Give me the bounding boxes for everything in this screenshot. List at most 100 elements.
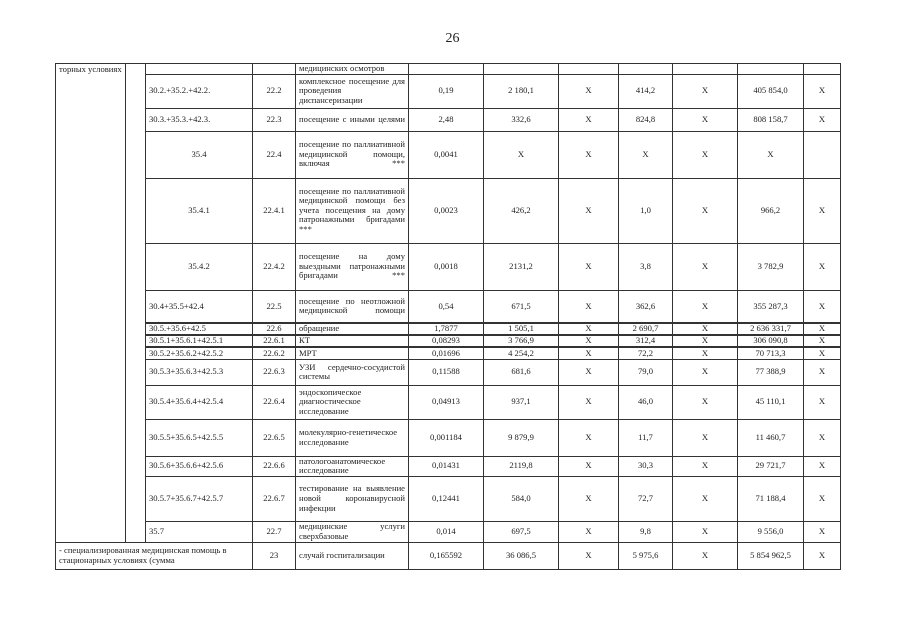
table-row: 30.5.6+35.6.6+42.5.6 22.6.6 патологоанатом… — [56, 455, 841, 477]
code-cell — [145, 63, 253, 75]
description-cell: молекулярно-генетическое исследование — [295, 418, 409, 457]
table-row: 30.4+35.5+42.4 22.5 посещение по неотложно… — [56, 289, 841, 324]
description-cell: эндоскопическое диагностическое исследов… — [295, 384, 409, 420]
value-cell: X — [803, 322, 841, 336]
number-cell: 22.6.1 — [252, 334, 296, 348]
value-cell: 0,01696 — [408, 346, 484, 360]
number-cell: 23 — [252, 541, 296, 570]
value-cell: X — [672, 541, 738, 570]
value-cell: 1,7877 — [408, 322, 484, 336]
table-row: 30.5.5+35.6.5+42.5.5 22.6.5 молекулярно-ге… — [56, 418, 841, 457]
number-cell: 22.7 — [252, 520, 296, 543]
table-row: 30.5.4+35.6.4+42.5.4 22.6.4 эндоскопическо… — [56, 384, 841, 420]
number-cell: 22.6.4 — [252, 384, 296, 420]
value-cell: 11,7 — [618, 418, 673, 457]
value-cell: X — [672, 107, 738, 132]
value-cell: X — [618, 130, 673, 179]
description-cell: посещение на дому выездными патронажными… — [295, 242, 409, 291]
value-cell: 306 090,8 — [737, 334, 804, 348]
number-cell — [252, 63, 296, 75]
description-cell: посещение по паллиативной медицинской по… — [295, 177, 409, 244]
value-cell: 0,11588 — [408, 358, 484, 386]
value-cell: 966,2 — [737, 177, 804, 244]
table-row: торных условиях медицинских осмотров — [55, 63, 841, 543]
value-cell: X — [803, 358, 841, 386]
value-cell: X — [672, 334, 738, 348]
value-cell: 426,2 — [483, 177, 559, 244]
value-cell: 77 388,9 — [737, 358, 804, 386]
value-cell: X — [558, 455, 619, 477]
description-cell: патологоанатомическое исследование — [295, 455, 409, 477]
description-cell: посещение по паллиативной медицинской по… — [295, 130, 409, 179]
number-cell: 22.2 — [252, 73, 296, 109]
value-cell — [737, 63, 804, 75]
number-cell: 22.6.5 — [252, 418, 296, 457]
value-cell: 9 879,9 — [483, 418, 559, 457]
value-cell: 70 713,3 — [737, 346, 804, 360]
value-cell: 5 975,6 — [618, 541, 673, 570]
number-cell: 22.6.6 — [252, 455, 296, 477]
value-cell: X — [558, 475, 619, 522]
value-cell: X — [737, 130, 804, 179]
code-cell: 30.5.6+35.6.6+42.5.6 — [145, 455, 253, 477]
value-cell: 9 556,0 — [737, 520, 804, 543]
code-cell: 30.5.2+35.6.2+42.5.2 — [145, 346, 253, 360]
value-cell: 414,2 — [618, 73, 673, 109]
value-cell: 2,48 — [408, 107, 484, 132]
table-row: 30.3.+35.3.+42.3. 22.3 посещение с иными ц… — [56, 107, 841, 132]
code-cell: 30.5.1+35.6.1+42.5.1 — [145, 334, 253, 348]
code-cell: 35.4.1 — [145, 177, 253, 244]
value-cell: 2 180,1 — [483, 73, 559, 109]
page-number: 26 — [445, 31, 460, 46]
table-row: 30.5.2+35.6.2+42.5.2 22.6.2 МРТ 0,01696 4 25… — [55, 346, 841, 360]
value-cell: X — [672, 242, 738, 291]
value-cell — [672, 63, 738, 75]
code-cell: 30.4+35.5+42.4 — [145, 289, 253, 324]
value-cell: 72,2 — [618, 346, 673, 360]
value-cell: 2119,8 — [483, 455, 559, 477]
value-cell: X — [558, 322, 619, 336]
value-cell: X — [803, 384, 841, 420]
value-cell: 5 854 962,5 — [737, 541, 804, 570]
value-cell: 0,165592 — [408, 541, 484, 570]
value-cell — [408, 63, 484, 75]
value-cell: 72,7 — [618, 475, 673, 522]
code-cell: 30.5.4+35.6.4+42.5.4 — [145, 384, 253, 420]
value-cell: X — [803, 177, 841, 244]
value-cell — [558, 63, 619, 75]
value-cell: 30,3 — [618, 455, 673, 477]
value-cell: 3,8 — [618, 242, 673, 291]
value-cell: X — [558, 418, 619, 457]
value-cell: 2131,2 — [483, 242, 559, 291]
value-cell: X — [558, 384, 619, 420]
number-cell: 22.3 — [252, 107, 296, 132]
number-cell: 22.6 — [252, 322, 296, 336]
value-cell: 0,12441 — [408, 475, 484, 522]
value-cell: 45 110,1 — [737, 384, 804, 420]
value-cell: 584,0 — [483, 475, 559, 522]
value-cell: 681,6 — [483, 358, 559, 386]
description-cell: обращение — [295, 322, 409, 336]
table-row: 35.4.1 22.4.1 посещение по паллиативной ме… — [56, 177, 841, 244]
value-cell: X — [672, 346, 738, 360]
value-cell: X — [803, 346, 841, 360]
description-cell: медицинские услуги сверхбазовые — [295, 520, 409, 543]
table-row: 30.5.1+35.6.1+42.5.1 22.6.1 КТ 0,08293 3 766… — [55, 334, 841, 348]
value-cell: X — [672, 177, 738, 244]
value-cell: X — [558, 541, 619, 570]
value-cell: 9,8 — [618, 520, 673, 543]
value-cell: 405 854,0 — [737, 73, 804, 109]
empty-cell — [125, 63, 146, 543]
value-cell: X — [672, 322, 738, 336]
value-cell: X — [803, 455, 841, 477]
value-cell: 937,1 — [483, 384, 559, 420]
number-cell: 22.4.1 — [252, 177, 296, 244]
value-cell: X — [558, 73, 619, 109]
value-cell: 36 086,5 — [483, 541, 559, 570]
value-cell: X — [803, 541, 841, 570]
value-cell: X — [672, 418, 738, 457]
code-cell: 30.5.5+35.6.5+42.5.5 — [145, 418, 253, 457]
description-cell: комплексное посещение для проведения дис… — [295, 73, 409, 109]
description-cell: медицинских осмотров — [295, 63, 409, 75]
value-cell: 0,01431 — [408, 455, 484, 477]
